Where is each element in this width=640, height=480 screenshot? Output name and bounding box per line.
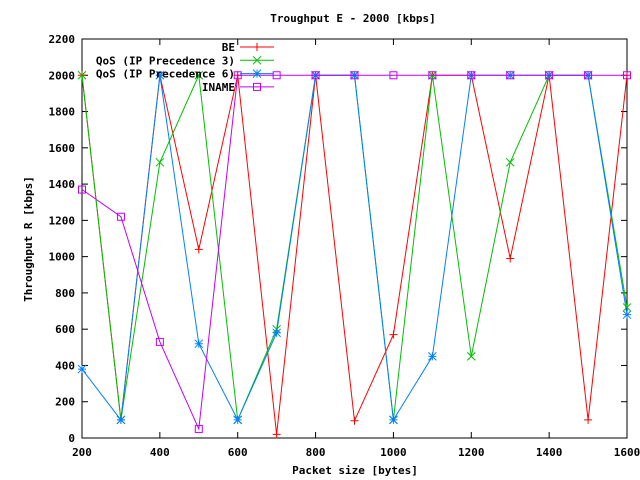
data-point [272, 328, 281, 338]
chart-title: Troughput E - 2000 [kbps] [270, 12, 436, 25]
data-point [389, 415, 398, 425]
series-line [81, 74, 628, 422]
data-point [622, 303, 632, 312]
y-tick-label: 2000 [49, 69, 76, 82]
y-tick-label: 200 [55, 396, 75, 409]
data-point [506, 254, 515, 263]
data-point [233, 71, 242, 80]
series-2 [77, 70, 632, 425]
x-tick-label: 1000 [380, 446, 407, 459]
data-point [194, 424, 203, 433]
x-tick-label: 600 [228, 446, 248, 459]
data-point [253, 82, 261, 91]
data-point [389, 330, 398, 339]
y-tick-label: 1200 [49, 214, 76, 227]
series-line [81, 74, 628, 435]
plot-frame [81, 38, 628, 439]
data-point [194, 70, 204, 80]
data-point [428, 352, 437, 361]
data-point [194, 339, 204, 349]
y-axis-label: Throughput R [kbps] [22, 176, 35, 302]
x-tick-label: 800 [306, 446, 326, 459]
data-point [116, 415, 126, 425]
data-point [155, 337, 164, 346]
y-tick-label: 800 [55, 287, 75, 300]
data-point [253, 43, 261, 51]
data-point [505, 157, 515, 167]
data-point [77, 364, 87, 374]
y-tick-label: 400 [55, 359, 75, 372]
data-point [584, 71, 593, 80]
y-tick-label: 0 [68, 432, 75, 445]
data-point [252, 69, 262, 78]
series-3 [77, 70, 632, 425]
y-tick-label: 600 [55, 323, 75, 336]
data-point [623, 71, 631, 80]
series-line [81, 74, 627, 431]
axis-ticks: 0200400600800100012001400160018002000220… [49, 33, 640, 459]
series-layer [77, 70, 632, 439]
data-point [116, 212, 125, 221]
y-tick-label: 1800 [49, 106, 76, 119]
legend-label: QoS (IP Precedence 3) [96, 54, 235, 67]
x-tick-label: 1400 [536, 446, 563, 459]
data-point [155, 157, 165, 167]
x-tick-label: 400 [150, 446, 170, 459]
legend-label: BE [222, 41, 235, 54]
y-tick-label: 1400 [49, 178, 76, 191]
x-tick-label: 1200 [458, 446, 485, 459]
data-point [428, 71, 437, 80]
data-point [545, 71, 554, 80]
y-tick-label: 2200 [49, 33, 76, 46]
legend-label: INAME [202, 81, 235, 94]
data-point [155, 70, 165, 80]
legend-label: QoS (IP Precedence 6) [96, 68, 235, 81]
data-point [584, 415, 593, 424]
data-point [389, 71, 398, 80]
data-point [622, 310, 632, 320]
data-point [311, 71, 320, 80]
series-1 [78, 71, 631, 439]
y-tick-label: 1600 [49, 142, 76, 155]
data-point [466, 352, 476, 361]
series-4 [78, 71, 631, 433]
data-point [272, 430, 281, 439]
data-point [77, 70, 87, 80]
y-tick-label: 1000 [49, 251, 76, 264]
data-point [78, 185, 86, 194]
data-point [350, 71, 359, 80]
series-line [81, 73, 628, 422]
data-point [506, 71, 515, 80]
data-point [194, 245, 203, 254]
data-point [252, 55, 262, 65]
data-point [233, 415, 243, 425]
x-tick-label: 1600 [614, 446, 640, 459]
x-axis-label: Packet size [bytes] [292, 464, 418, 477]
data-point [467, 71, 476, 80]
data-point [272, 71, 281, 80]
data-point [350, 416, 359, 425]
x-tick-label: 200 [72, 446, 92, 459]
